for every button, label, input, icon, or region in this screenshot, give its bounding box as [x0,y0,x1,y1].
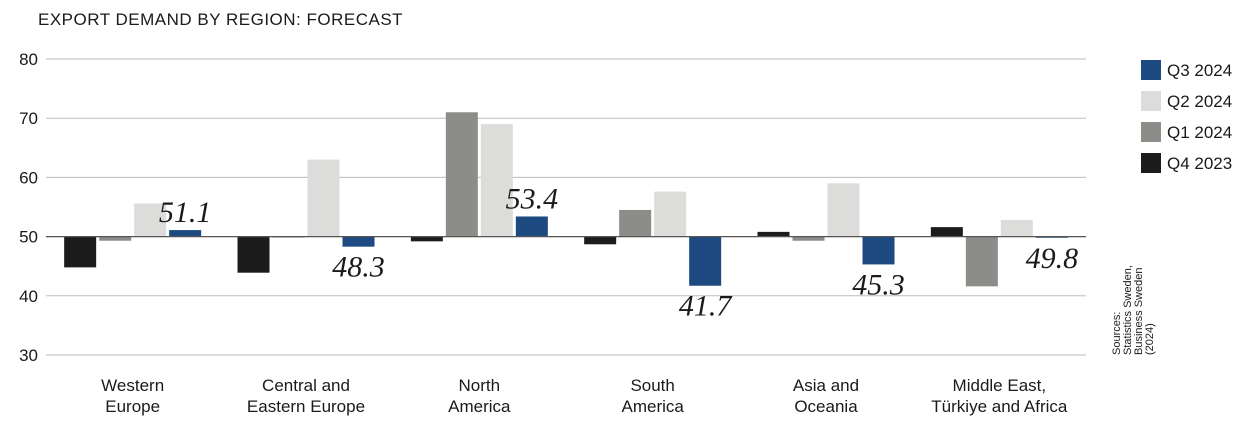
bar-asia-and-oceania-q1-2024 [792,236,825,241]
bar-asia-and-oceania-q2-2024 [827,183,860,237]
bar-middle-east-t-rkiye-and-africa-q1-2024 [965,236,998,287]
category-label-south-america-0: South [630,376,674,395]
y-tick-label-80: 80 [19,50,38,69]
bar-asia-and-oceania-q3-2024 [862,236,895,265]
bar-south-america-q4-2023 [584,236,617,245]
category-label-western-europe-0: Western [101,376,164,395]
legend-swatch-q1-2024 [1141,122,1161,142]
legend: Q3 2024 Q2 2024 Q1 2024 Q4 2023 [1141,60,1232,173]
bar-south-america-q1-2024 [619,209,652,237]
data-label-central-and-eastern-europe: 48.3 [332,251,385,284]
y-tick-label-60: 60 [19,168,38,187]
legend-label-q2-2024: Q2 2024 [1167,92,1232,111]
bar-south-america-q2-2024 [654,191,687,237]
legend-label-q1-2024: Q1 2024 [1167,123,1232,142]
source-line-2: Business Sweden [1133,268,1145,355]
y-axis-ticks: 30 40 50 60 70 80 [19,50,38,365]
bar-middle-east-t-rkiye-and-africa-q4-2023 [930,227,963,237]
legend-swatch-q4-2023 [1141,153,1161,173]
bar-asia-and-oceania-q4-2023 [757,231,790,237]
legend-swatch-q3-2024 [1141,60,1161,80]
bar-north-america-q4-2023 [410,236,443,242]
category-label-north-america-1: America [448,397,511,416]
category-labels: Western Europe Central and Eastern Europe No… [101,376,1068,416]
legend-label-q3-2024: Q3 2024 [1167,61,1232,80]
bars [64,112,1068,287]
bar-north-america-q1-2024 [445,112,478,237]
y-tick-label-30: 30 [19,346,38,365]
chart-title: EXPORT DEMAND BY REGION: FORECAST [38,10,403,29]
category-label-middle-east-t-rkiye-and-africa-0: Middle East, [953,376,1047,395]
bar-north-america-q2-2024 [480,124,513,237]
source-note: Sources: Statistics Sweden, Business Swede… [1111,265,1156,355]
bar-north-america-q3-2024 [515,216,548,237]
legend-label-q4-2023: Q4 2023 [1167,154,1232,173]
category-label-western-europe-1: Europe [105,397,160,416]
category-label-asia-and-oceania-0: Asia and [793,376,859,395]
category-label-central-and-eastern-europe-1: Eastern Europe [247,397,365,416]
bar-south-america-q3-2024 [689,236,722,286]
data-label-asia-and-oceania: 45.3 [852,268,905,301]
y-tick-label-40: 40 [19,287,38,306]
bar-central-and-eastern-europe-q3-2024 [342,236,375,247]
source-line-1: Statistics Sweden, [1122,265,1134,355]
data-label-south-america: 41.7 [679,290,734,323]
bar-western-europe-q2-2024 [134,203,167,237]
bar-western-europe-q1-2024 [99,236,132,241]
data-label-western-europe: 51.1 [159,196,212,229]
bar-central-and-eastern-europe-q2-2024 [307,159,340,237]
category-label-asia-and-oceania-1: Oceania [794,397,858,416]
data-labels: 51.1 48.3 53.4 41.7 45.3 49.8 [159,182,1078,322]
y-tick-label-70: 70 [19,109,38,128]
y-tick-label-50: 50 [19,228,38,247]
source-text-group: Sources: Statistics Sweden, Business Swede… [1111,265,1156,355]
bar-western-europe-q4-2023 [64,236,97,268]
bar-western-europe-q3-2024 [169,230,202,237]
data-label-north-america: 53.4 [506,182,559,215]
category-label-north-america-0: North [459,376,501,395]
source-line-3: (2024) [1144,323,1156,355]
legend-swatch-q2-2024 [1141,91,1161,111]
bar-middle-east-t-rkiye-and-africa-q2-2024 [1000,220,1033,237]
data-label-middle-east-t-rkiye-and-africa: 49.8 [1026,242,1079,275]
bar-central-and-eastern-europe-q4-2023 [237,236,270,273]
category-label-south-america-1: America [621,397,684,416]
category-label-middle-east-t-rkiye-and-africa-1: Türkiye and Africa [931,397,1068,416]
category-label-central-and-eastern-europe-0: Central and [262,376,350,395]
source-line-0: Sources: [1111,312,1123,355]
